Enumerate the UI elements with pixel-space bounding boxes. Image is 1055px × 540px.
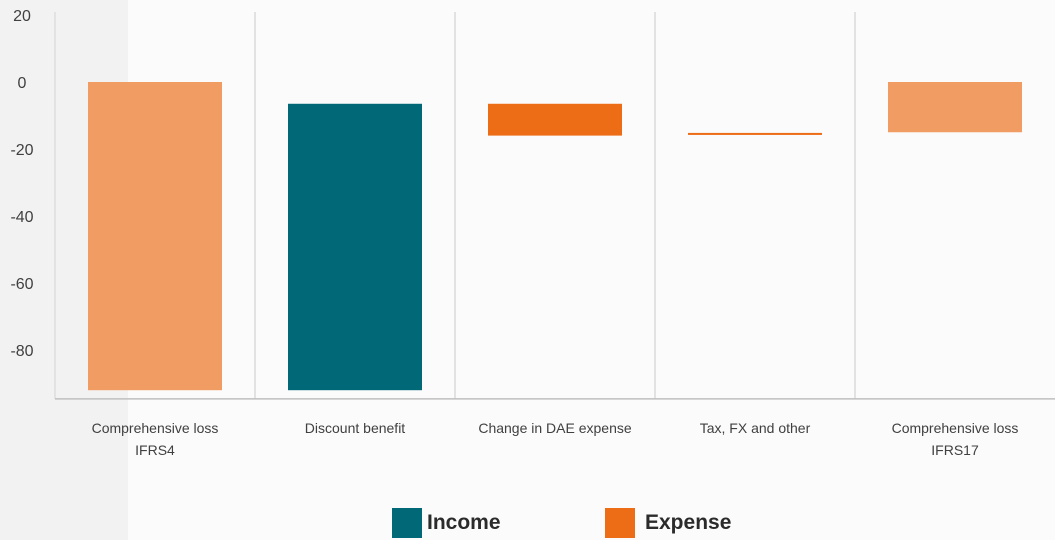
chart-bars (88, 82, 1022, 391)
y-tick-label: -80 (10, 343, 33, 360)
legend-swatch-expense (605, 508, 635, 538)
y-tick-label: -40 (10, 209, 33, 226)
bar-expense (688, 132, 822, 135)
legend: Income Expense (0, 508, 1055, 538)
bar-income (288, 103, 422, 391)
y-axis-ticks: 20 0 -20 -40 -60 -80 (10, 8, 33, 360)
legend-label-income: Income (427, 511, 501, 534)
x-category-label: Discount benefit (305, 420, 406, 436)
x-category-label: Tax, FX and other (700, 420, 811, 436)
y-tick-label: -60 (10, 276, 33, 293)
legend-swatch-income (392, 508, 422, 538)
x-category-label: Comprehensive loss IFRS17 (892, 420, 1019, 458)
category-separators (54, 12, 856, 399)
y-tick-label: 20 (13, 8, 31, 25)
bar-expense (488, 103, 622, 136)
bar-total (88, 82, 222, 391)
y-tick-label: -20 (10, 142, 33, 159)
y-tick-label: 0 (18, 75, 27, 92)
legend-item-income: Income (392, 508, 501, 538)
legend-label-expense: Expense (645, 511, 732, 534)
x-category-label: Comprehensive loss IFRS4 (92, 420, 219, 458)
x-category-label: Change in DAE expense (478, 420, 632, 436)
x-axis-categories: Comprehensive loss IFRS4 Discount benefit C… (92, 420, 1019, 458)
legend-item-expense: Expense (605, 508, 731, 538)
bar-total (888, 82, 1022, 133)
